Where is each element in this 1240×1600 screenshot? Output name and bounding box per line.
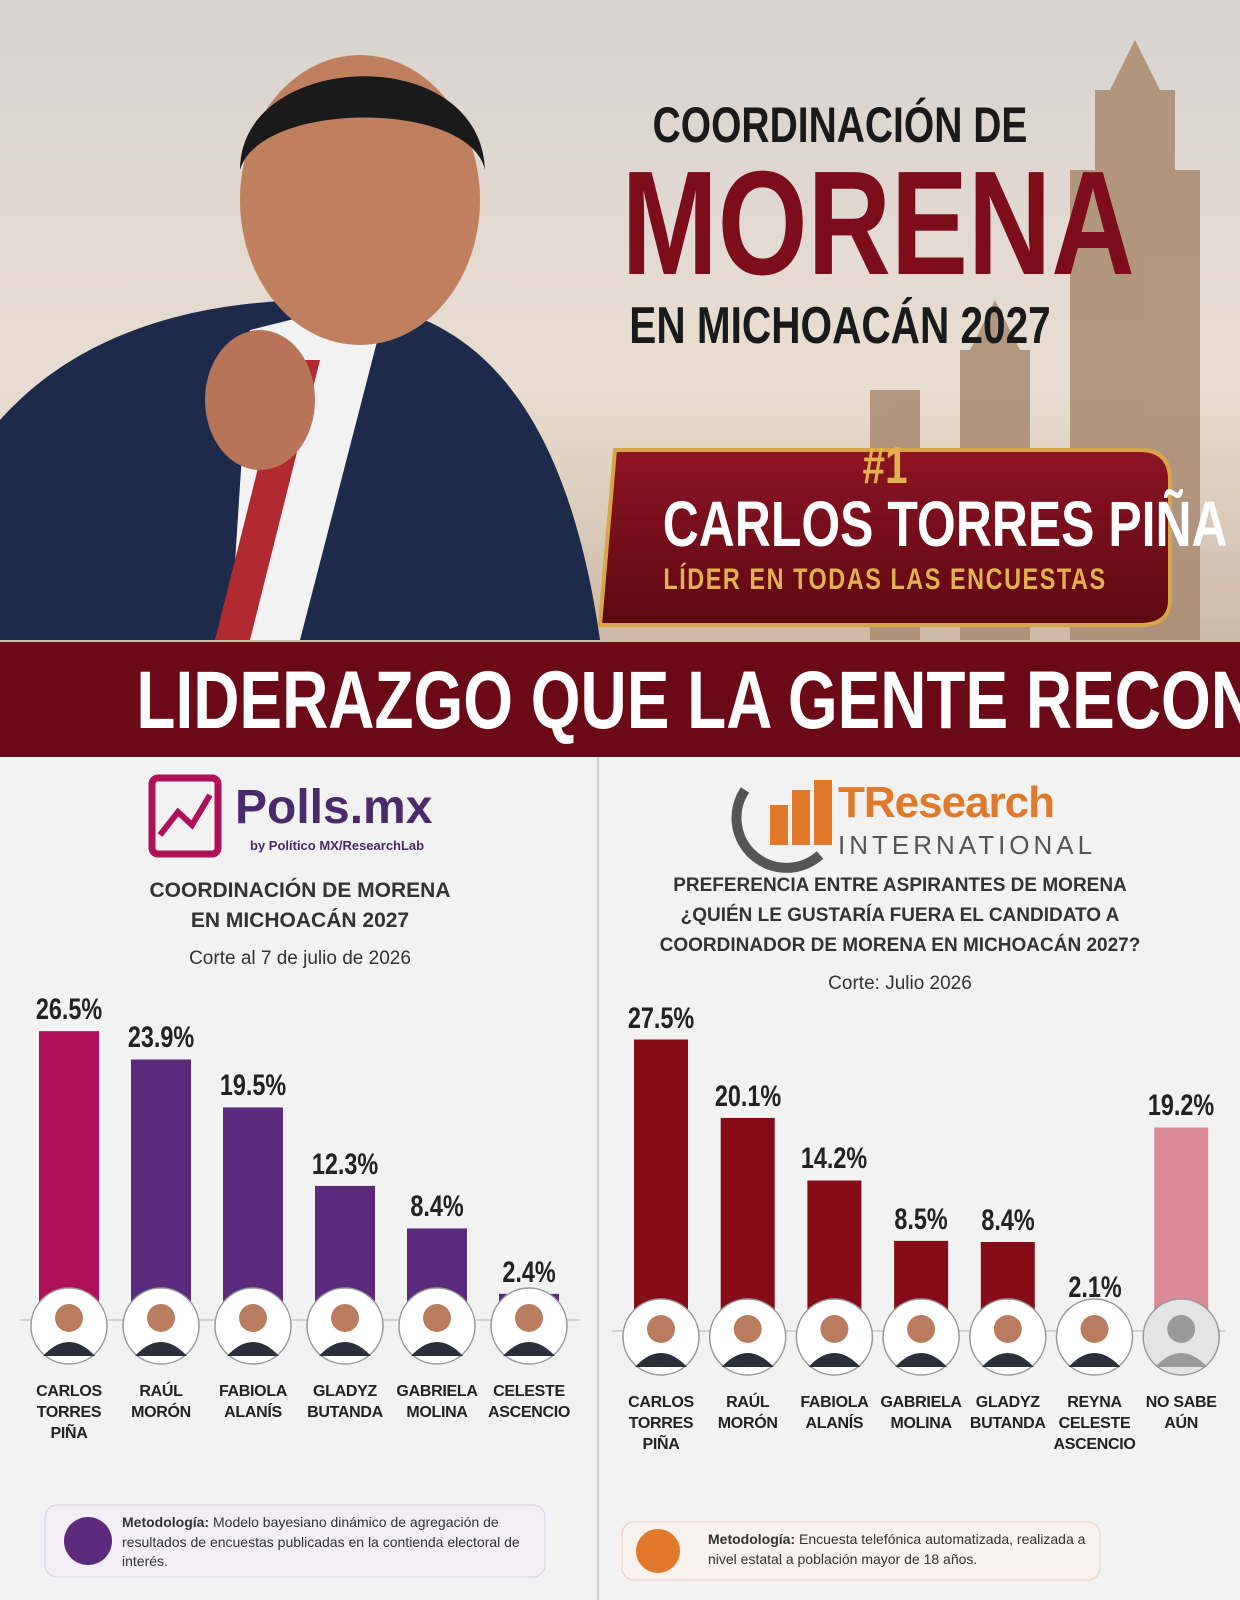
chart-title: ¿QUIÉN LE GUSTARÍA FUERA EL CANDIDATO A [680, 905, 1120, 926]
category-label: FABIOLA ALANÍS [218, 1383, 288, 1421]
avatar-head [331, 1304, 359, 1332]
value-label: 23.9% [127, 1021, 195, 1055]
methodology-box [621, 1521, 1101, 1581]
badge-rank: #1 [862, 437, 908, 495]
avatar-head [647, 1315, 675, 1343]
avatar-body [43, 1342, 95, 1356]
value-label: 19.2% [1148, 1089, 1215, 1123]
avatar-head [820, 1315, 849, 1343]
chart-title: COORDINADOR DE MORENA EN MICHOACÁN 2027? [659, 935, 1141, 956]
bar [634, 1039, 688, 1331]
source-name: Polls.mx [235, 781, 433, 834]
avatar-head [239, 1304, 267, 1332]
avatar-body [503, 1342, 555, 1356]
methodology-icon [64, 1517, 112, 1565]
bar [1154, 1127, 1209, 1331]
avatar-body [635, 1353, 687, 1367]
avatar-body [895, 1353, 948, 1367]
avatar-head [1080, 1315, 1109, 1343]
category-label: GABRIELA MOLINA [396, 1383, 478, 1421]
avatar-head [515, 1304, 543, 1332]
value-label: 27.5% [627, 1001, 695, 1035]
avatar-head [993, 1315, 1022, 1343]
chart-subtitle: Corte al 7 de julio de 2026 [189, 948, 411, 969]
category-label: GABRIELA MOLINA [880, 1394, 962, 1432]
avatar-head [1167, 1315, 1196, 1343]
bar [223, 1107, 283, 1320]
bar [39, 1031, 99, 1320]
chart-title: COORDINACIÓN DE MORENA [149, 879, 451, 902]
banner [0, 642, 1240, 757]
category-label: RAÚL MORÓN [131, 1383, 191, 1421]
portrait [0, 55, 600, 640]
avatar-head [733, 1315, 762, 1343]
avatar-body [319, 1342, 371, 1356]
chart-title: PREFERENCIA ENTRE ASPIRANTES DE MORENA [673, 875, 1127, 896]
category-label: GLADYZ BUTANDA [969, 1394, 1046, 1432]
avatar-body [1155, 1353, 1208, 1367]
avatar-body [227, 1342, 279, 1356]
avatar-head [423, 1304, 451, 1332]
category-label: NO SABE AÚN [1145, 1394, 1217, 1432]
polls-logo [148, 774, 222, 858]
source-name: TResearch [838, 778, 1055, 827]
header-subtitle: EN MICHOACÁN 2027 [629, 297, 1051, 355]
avatar-head [147, 1304, 175, 1332]
methodology-label: Metodología: [122, 1514, 210, 1530]
badge-tagline: LÍDER EN TODAS LAS ENCUESTAS [663, 563, 1107, 596]
chart-subtitle: Corte: Julio 2026 [828, 973, 972, 994]
value-label: 20.1% [714, 1079, 781, 1113]
category-label: CARLOS TORRES PIÑA [36, 1383, 102, 1442]
avatar-body [411, 1342, 463, 1356]
badge [597, 448, 1172, 627]
methodology-label: Metodología: [708, 1531, 796, 1547]
source-byline: by Político MX/ResearchLab [250, 838, 425, 853]
value-label: 19.5% [219, 1069, 287, 1103]
value-label: 8.5% [894, 1202, 948, 1236]
chart-title: EN MICHOACÁN 2027 [190, 909, 410, 932]
avatar-body [808, 1353, 861, 1367]
methodology-box [44, 1504, 546, 1578]
kicker: COORDINACIÓN DE [652, 97, 1028, 153]
avatar-head [55, 1304, 83, 1332]
methodology: Metodología: Modelo bayesiano dinámico d… [122, 1513, 532, 1572]
avatar-body [1068, 1353, 1121, 1367]
value-label: 8.4% [981, 1203, 1035, 1237]
category-label: CELESTE ASCENCIO [487, 1383, 571, 1421]
methodology-text: Modelo bayesiano dinámico de agregación … [122, 1514, 520, 1570]
category-label: FABIOLA ALANÍS [800, 1394, 869, 1432]
tresearch-logo [731, 780, 832, 873]
bar [131, 1059, 191, 1320]
avatar-body [135, 1342, 187, 1356]
value-label: 14.2% [801, 1142, 868, 1176]
category-label: REYNA CELESTE ASCENCIO [1053, 1394, 1136, 1453]
bar [720, 1117, 775, 1331]
category-label: GLADYZ BUTANDA [307, 1383, 383, 1421]
avatar-body [981, 1353, 1034, 1367]
avatar-body [721, 1353, 774, 1367]
category-label: RAÚL MORÓN [717, 1394, 778, 1432]
methodology-text: Encuesta telefónica automatizada, realiz… [708, 1531, 1086, 1567]
value-label: 26.5% [35, 993, 103, 1027]
badge-name: CARLOS TORRES PIÑA [662, 488, 1228, 560]
banner-text: LIDERAZGO QUE LA GENTE RECONOCE [136, 655, 1240, 746]
value-label: 12.3% [311, 1147, 379, 1181]
methodology: Metodología: Encuesta telefónica automat… [708, 1530, 1088, 1569]
category-label: CARLOS TORRES PIÑA [628, 1394, 694, 1453]
avatar-head [907, 1315, 936, 1343]
value-label: 2.4% [502, 1255, 556, 1289]
methodology-icon [636, 1529, 680, 1573]
header-title: MORENA [621, 141, 1135, 306]
value-label: 8.4% [410, 1190, 464, 1224]
value-label: 2.1% [1067, 1270, 1122, 1304]
source-byline: INTERNATIONAL [838, 830, 1097, 860]
